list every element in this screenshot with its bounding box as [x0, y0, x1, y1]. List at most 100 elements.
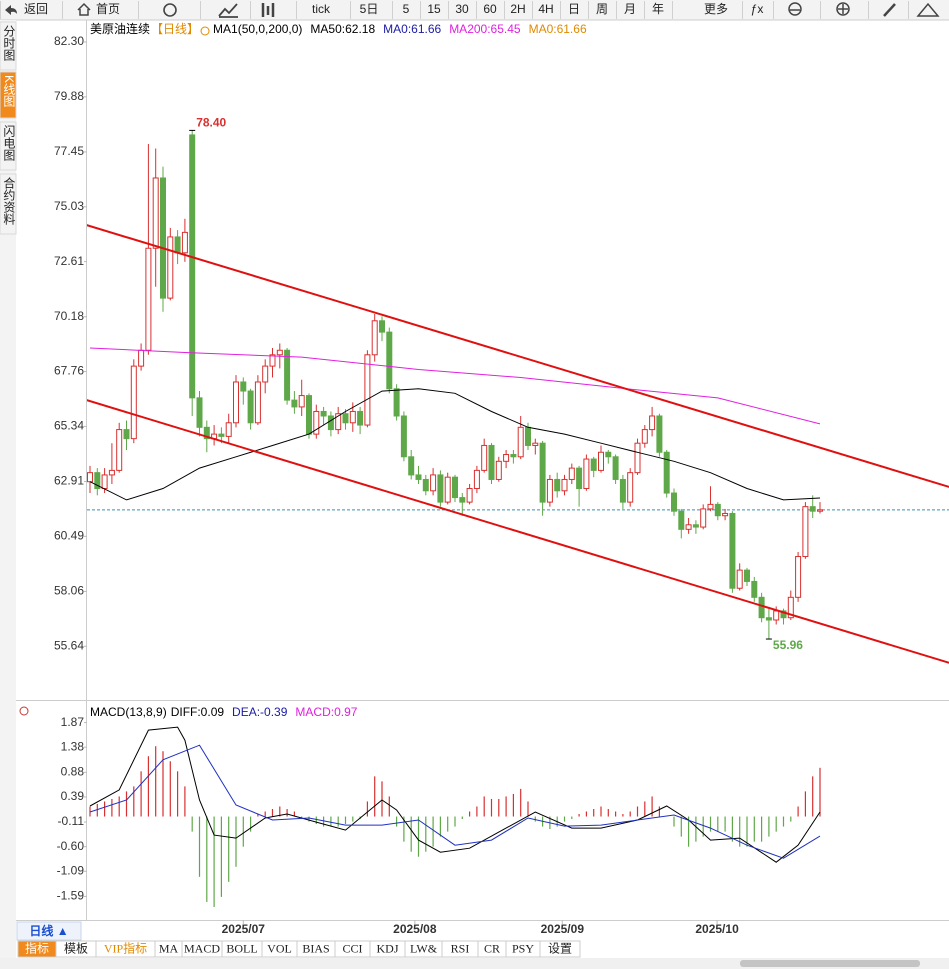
period-toggle[interactable]	[200, 26, 210, 36]
toolbar-button[interactable]: 月	[624, 2, 636, 16]
toolbar-button[interactable]: 返回	[24, 2, 48, 16]
sidebar-tab-label[interactable]: K线图	[2, 75, 16, 107]
toolbar-button[interactable]: 5日	[360, 2, 379, 16]
candle-body	[612, 456, 619, 480]
toolbar-button[interactable]: 日	[568, 2, 580, 16]
toolbar-button[interactable]: 60	[483, 2, 497, 16]
toolbar-button[interactable]: 15	[427, 2, 441, 16]
candle-body	[809, 506, 816, 512]
candle-body	[583, 458, 590, 490]
settings-icon[interactable]	[19, 706, 29, 716]
sidebar-tab[interactable]	[0, 21, 17, 71]
sidebar-tab-label[interactable]: 合约资料	[2, 176, 16, 225]
candle-body	[510, 454, 517, 458]
candle-body	[130, 365, 137, 440]
indicator-tab-label[interactable]: MA	[159, 941, 179, 955]
indicator-value: MA1(50,0,200,0)	[213, 22, 302, 36]
toolbar-button[interactable]: 30	[455, 2, 469, 16]
candle-body	[247, 390, 254, 424]
candle-body	[634, 442, 641, 474]
zoom-in-circle[interactable]	[836, 2, 850, 16]
candle-body	[817, 509, 823, 512]
sidebar-tab-label[interactable]: 闪电图	[2, 125, 16, 161]
toolbar-button[interactable]: 4H	[538, 2, 553, 16]
toolbar-button[interactable]: ƒx	[751, 2, 764, 16]
period-button-bg[interactable]	[16, 921, 82, 941]
scrollbar	[0, 958, 949, 969]
period-button[interactable]: 日线 ▲	[29, 923, 68, 938]
candle-body	[203, 426, 210, 440]
candle-body	[152, 177, 159, 249]
toolbar-button[interactable]: 5	[403, 2, 410, 16]
indicator-tab-label[interactable]: VOL	[267, 941, 292, 955]
sidebar-tab[interactable]	[0, 121, 17, 171]
candle-body	[196, 397, 203, 428]
candle-body	[561, 478, 568, 492]
indicator-tab-label[interactable]: MACD	[184, 941, 220, 955]
toolbar-button[interactable]: 年	[652, 2, 664, 16]
indicator-tab-label[interactable]: CCI	[342, 941, 362, 955]
candle-body	[371, 320, 378, 356]
candle-body	[145, 247, 152, 351]
sidebar-tab[interactable]	[0, 173, 17, 235]
candle-body	[517, 426, 524, 458]
toolbar-button[interactable]: 更多	[704, 2, 728, 16]
zoom-out-circle[interactable]	[788, 2, 802, 16]
chart-title: 美原油连续	[90, 21, 150, 36]
refresh-icon[interactable]	[163, 3, 177, 17]
candle-body	[656, 415, 663, 453]
toolbar-button[interactable]: tick	[312, 2, 331, 16]
x-tick-label: 2025/07	[222, 922, 266, 936]
toolbar-button[interactable]: 周	[596, 2, 608, 16]
indicator-tab-label[interactable]: BIAS	[302, 941, 329, 955]
candle-body	[692, 524, 699, 528]
indicator-tab-label[interactable]: KDJ	[376, 941, 398, 955]
candle-body	[590, 458, 597, 471]
candle-body	[663, 451, 670, 494]
candle-body	[605, 451, 612, 458]
y-tick-label: 62.91	[54, 474, 84, 488]
scroll-thumb[interactable]	[740, 960, 920, 967]
chart-icon[interactable]	[218, 3, 238, 18]
candle-icon[interactable]	[261, 3, 275, 17]
candle-body	[678, 510, 685, 530]
y-tick-label: -1.09	[57, 863, 85, 877]
sidebar-tab[interactable]	[0, 71, 17, 119]
indicator-value: MA0:61.66	[529, 22, 587, 36]
candle-body	[649, 415, 656, 431]
ruler-icon[interactable]	[916, 2, 940, 17]
toolbar-button[interactable]: 首页	[96, 2, 120, 16]
indicator-tab-label[interactable]: PSY	[512, 941, 534, 955]
indicator-tab-label[interactable]: 指标	[25, 940, 49, 955]
indicator-tab-label[interactable]: RSI	[451, 941, 470, 955]
pen-icon[interactable]	[883, 3, 896, 17]
indicator-value: DIFF:0.09	[171, 705, 225, 719]
candle-body	[276, 349, 283, 356]
candle-body	[459, 497, 466, 503]
indicator-tab-label[interactable]: CR	[484, 941, 500, 955]
indicator-value: DEA:-0.39	[232, 705, 288, 719]
zoom-in-icon[interactable]	[838, 4, 848, 14]
indicator-tab-label[interactable]: VIP指标	[104, 940, 147, 955]
candle-body	[284, 349, 291, 401]
candle-body	[795, 556, 802, 598]
indicator-tab-label[interactable]: 模板	[64, 941, 88, 955]
candle-body	[233, 381, 239, 424]
y-tick-label: 1.38	[61, 739, 85, 753]
back-icon[interactable]	[5, 5, 17, 15]
candle-body	[364, 354, 371, 426]
toolbar-button[interactable]: 2H	[510, 2, 525, 16]
y-tick-label: 55.64	[54, 638, 84, 652]
indicator-tab[interactable]	[539, 940, 581, 958]
indicator-tab-label[interactable]: BOLL	[226, 941, 257, 955]
trend-line	[87, 399, 949, 664]
candle-body	[722, 512, 729, 517]
candle-body	[787, 596, 794, 619]
y-tick-label: 60.49	[54, 529, 84, 543]
home-icon[interactable]	[77, 2, 91, 16]
indicator-tab-label[interactable]: LW&	[410, 941, 438, 955]
candle-body	[627, 472, 634, 503]
sidebar-tab-label[interactable]: 分时图	[2, 25, 16, 61]
indicator-tab-label[interactable]: 设置	[548, 941, 572, 955]
candle-body	[576, 467, 583, 490]
